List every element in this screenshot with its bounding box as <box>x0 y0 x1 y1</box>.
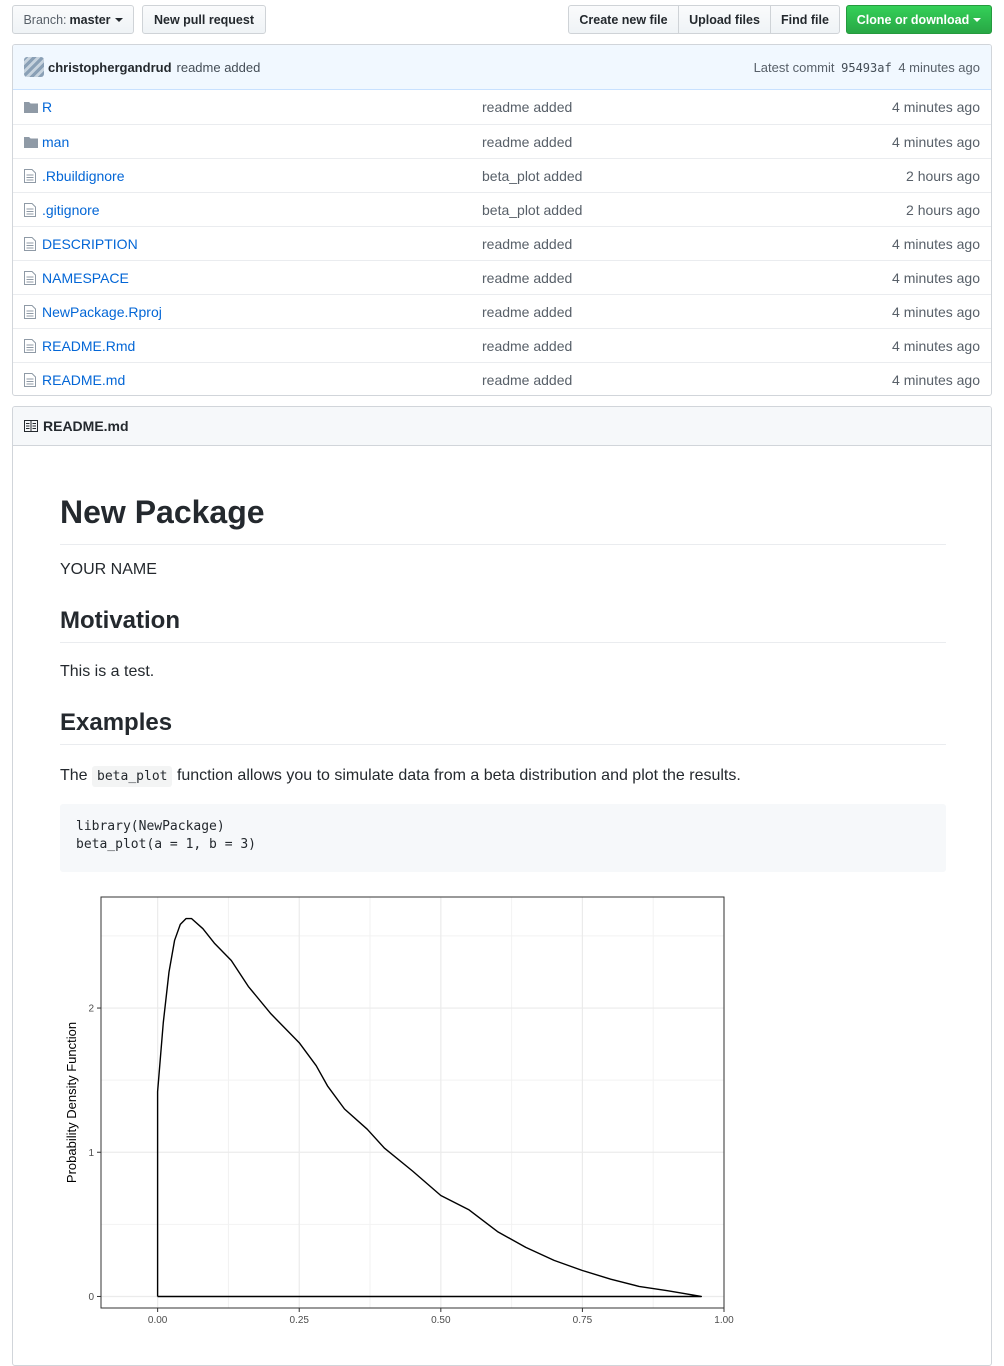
code-line: library(NewPackage) <box>76 819 225 834</box>
file-row[interactable]: .gitignore beta_plot added 2 hours ago <box>13 192 991 226</box>
file-age: 4 minutes ago <box>892 303 980 320</box>
branch-prefix-label: Branch: <box>23 12 67 27</box>
y-axis-label: Probability Density Function <box>64 1022 79 1183</box>
file-name-link[interactable]: DESCRIPTION <box>42 235 138 252</box>
chevron-down-icon <box>114 17 123 22</box>
x-tick-label: 0.25 <box>289 1315 309 1326</box>
new-pull-request-button[interactable]: New pull request <box>142 5 266 34</box>
file-icon <box>24 203 38 217</box>
file-row[interactable]: DESCRIPTION readme added 4 minutes ago <box>13 226 991 260</box>
file-icon <box>24 305 38 319</box>
motivation-heading: Motivation <box>60 606 946 643</box>
file-age: 4 minutes ago <box>892 235 980 252</box>
x-tick-label: 0.75 <box>573 1315 593 1326</box>
file-name-link[interactable]: .Rbuildignore <box>42 167 125 184</box>
file-icon <box>24 373 38 387</box>
commit-sha-link[interactable]: 95493af <box>841 60 892 75</box>
find-file-button[interactable]: Find file <box>770 5 840 34</box>
commit-message-link[interactable]: readme added <box>176 59 261 75</box>
file-actions-group: Create new file Upload files Find file <box>568 5 840 34</box>
file-row[interactable]: NewPackage.Rproj readme added 4 minutes ag… <box>13 294 991 328</box>
file-age: 2 hours ago <box>906 201 980 218</box>
file-commit-message-link[interactable]: readme added <box>482 133 573 150</box>
file-age: 4 minutes ago <box>892 371 980 388</box>
file-name-link[interactable]: R <box>42 99 53 115</box>
clone-or-download-button[interactable]: Clone or download <box>846 5 992 34</box>
file-commit-message-link[interactable]: readme added <box>482 337 573 354</box>
file-commit-message-link[interactable]: readme added <box>482 235 573 252</box>
inline-code: beta_plot <box>92 766 173 787</box>
readme-author: YOUR NAME <box>60 561 157 578</box>
code-line: beta_plot(a = 1, b = 3) <box>76 837 257 852</box>
file-browser: christophergandrud readme added Latest c… <box>12 44 992 396</box>
x-tick-label: 0.50 <box>431 1315 451 1326</box>
commit-age: 4 minutes ago <box>898 59 980 75</box>
branch-name: master <box>69 12 111 27</box>
file-commit-message-link[interactable]: readme added <box>482 99 573 115</box>
file-name-link[interactable]: man <box>42 133 70 150</box>
file-icon <box>24 169 38 183</box>
file-age: 4 minutes ago <box>892 133 980 150</box>
examples-paragraph: The beta_plot function allows you to sim… <box>60 766 741 787</box>
folder-icon <box>24 135 38 149</box>
file-commit-message-link[interactable]: beta_plot added <box>482 167 583 184</box>
file-age: 4 minutes ago <box>892 99 980 115</box>
file-commit-message-link[interactable]: readme added <box>482 371 573 388</box>
file-row[interactable]: .Rbuildignore beta_plot added 2 hours ago <box>13 158 991 192</box>
y-tick-label: 1 <box>88 1148 94 1159</box>
file-row[interactable]: NAMESPACE readme added 4 minutes ago <box>13 260 991 294</box>
chevron-down-icon <box>973 17 982 22</box>
file-row[interactable]: README.Rmd readme added 4 minutes ago <box>13 328 991 362</box>
file-commit-message-link[interactable]: readme added <box>482 303 573 320</box>
code-block: library(NewPackage) beta_plot(a = 1, b =… <box>60 804 946 872</box>
file-icon <box>24 237 38 251</box>
examples-text-after: function allows you to simulate data fro… <box>176 767 741 784</box>
branch-select-button[interactable]: Branch: master <box>12 5 134 34</box>
book-icon <box>24 420 38 432</box>
file-name-link[interactable]: NAMESPACE <box>42 269 129 286</box>
commit-author-link[interactable]: christophergandrud <box>48 59 172 75</box>
readme-header: README.md <box>13 407 991 446</box>
readme-title: New Package <box>60 492 946 545</box>
x-tick-label: 0.00 <box>148 1315 168 1326</box>
motivation-text: This is a test. <box>60 663 155 680</box>
density-line <box>156 917 702 1298</box>
file-icon <box>24 271 38 285</box>
file-name-link[interactable]: README.Rmd <box>42 337 136 354</box>
file-row[interactable]: man readme added 4 minutes ago <box>13 124 991 158</box>
readme-filename: README.md <box>43 418 129 434</box>
x-tick-label: 1.00 <box>714 1315 734 1326</box>
file-age: 4 minutes ago <box>892 337 980 354</box>
y-tick-label: 2 <box>88 1004 94 1015</box>
latest-commit-label: Latest commit <box>753 59 835 75</box>
density-plot: 0.00 0.25 0.50 0.75 1.00 0 1 2 Probability Densi… <box>64 896 734 1326</box>
file-icon <box>24 339 38 353</box>
file-age: 4 minutes ago <box>892 269 980 286</box>
plot-panel <box>101 897 724 1308</box>
upload-files-button[interactable]: Upload files <box>678 5 771 34</box>
file-name-link[interactable]: .gitignore <box>42 201 100 218</box>
file-row[interactable]: README.md readme added 4 minutes ago <box>13 362 991 395</box>
y-tick-label: 0 <box>88 1292 94 1303</box>
avatar[interactable] <box>24 57 44 77</box>
file-commit-message-link[interactable]: beta_plot added <box>482 201 583 218</box>
plot-border <box>100 896 725 1309</box>
commit-meta: Latest commit 95493af 4 minutes ago <box>754 60 980 75</box>
latest-commit-bar: christophergandrud readme added Latest c… <box>13 45 991 90</box>
examples-text-before: The <box>60 767 88 784</box>
create-new-file-button[interactable]: Create new file <box>568 5 679 34</box>
clone-or-download-label: Clone or download <box>856 12 970 27</box>
file-commit-message-link[interactable]: readme added <box>482 269 573 286</box>
folder-icon <box>24 100 38 114</box>
file-name-link[interactable]: NewPackage.Rproj <box>42 303 162 320</box>
examples-heading: Examples <box>60 708 946 745</box>
file-name-link[interactable]: README.md <box>42 371 126 388</box>
readme-panel: README.md New Package YOUR NAME Motivati… <box>12 406 992 1366</box>
file-age: 2 hours ago <box>906 167 980 184</box>
